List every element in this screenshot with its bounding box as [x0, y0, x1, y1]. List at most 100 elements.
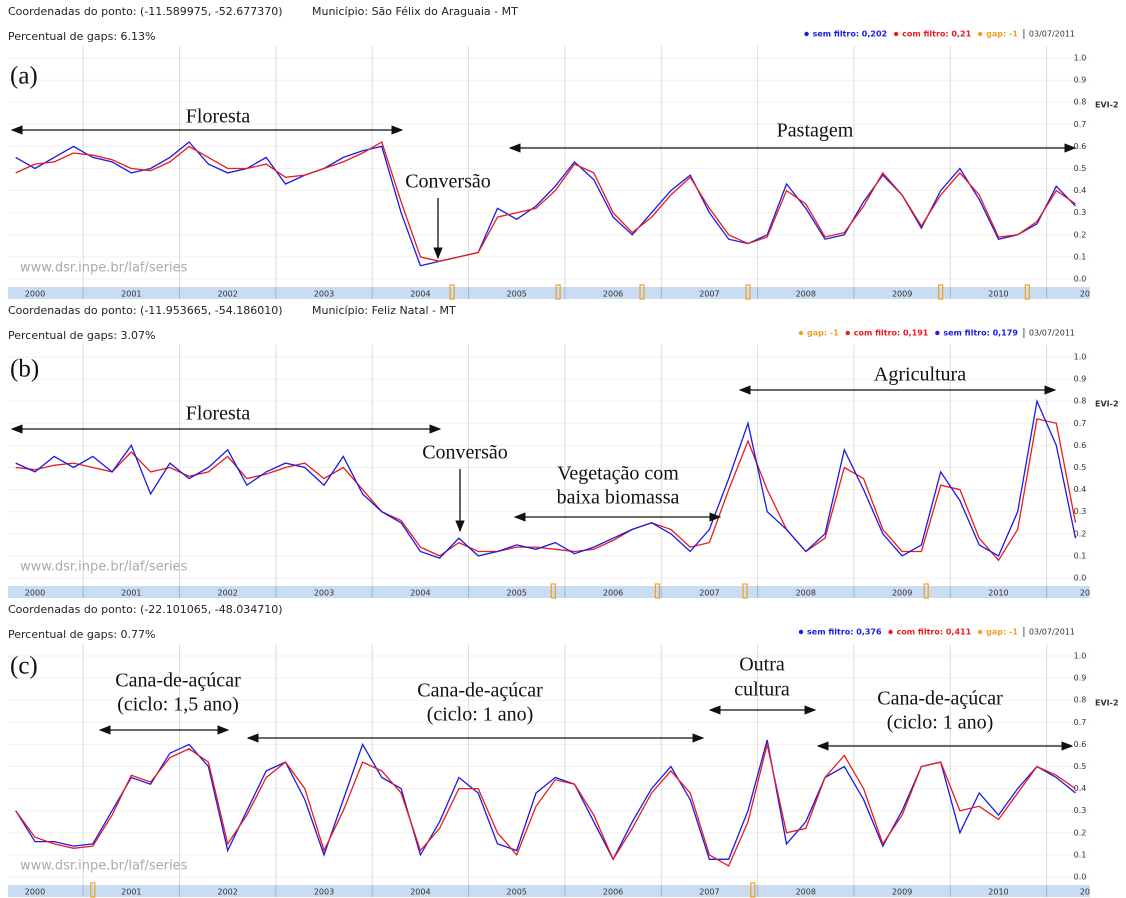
- series-line: [15, 141, 1076, 267]
- legend-dot: [977, 31, 983, 37]
- x-tick-label: 2006: [603, 888, 623, 897]
- y-tick-label: 0.8: [1074, 98, 1087, 107]
- x-tick-label: 2000: [25, 888, 45, 897]
- gap-percent: Percentual de gaps: 3.07%: [8, 329, 156, 342]
- legend-dot: [804, 31, 809, 37]
- y-tick-label: 0.0: [1074, 873, 1087, 882]
- x-tick-label: 2002: [217, 290, 237, 299]
- annotation: (ciclo: 1 ano): [427, 704, 534, 726]
- gap-marker: [555, 284, 561, 300]
- y-tick-label: 0.2: [1074, 828, 1087, 837]
- annotation: Pastagem: [777, 120, 854, 142]
- legend-label: com filtro: 0,21: [902, 30, 971, 39]
- y-tick-label: 0.5: [1074, 762, 1087, 771]
- coordinates: Coordenadas do ponto: (-11.953665, -54.1…: [8, 304, 283, 317]
- series-line: [15, 739, 1076, 861]
- panel-label: (a): [10, 63, 38, 90]
- legend-label: gap: -1: [986, 628, 1018, 637]
- panel-label: (c): [10, 653, 38, 680]
- legend-dot: [977, 629, 983, 635]
- y-tick-label: 0.7: [1074, 419, 1087, 428]
- annotation: Floresta: [186, 403, 251, 425]
- x-tick-label: 2008: [796, 589, 816, 598]
- legend-dot: [798, 629, 804, 635]
- y-tick-label: 0.3: [1074, 507, 1087, 516]
- x-tick-label: 2010: [988, 888, 1008, 897]
- x-tick-label: 2007: [699, 589, 719, 598]
- y-axis-label: EVI-2: [1095, 699, 1119, 708]
- y-axis-label: EVI-2: [1095, 400, 1119, 409]
- y-tick-label: 0.6: [1074, 142, 1087, 151]
- legend-date: 03/07/2011: [1029, 628, 1075, 637]
- annotation: cultura: [734, 679, 790, 701]
- watermark: www.dsr.inpe.br/laf/series: [20, 261, 188, 276]
- legend-dot: [893, 31, 899, 37]
- legend-dot: [888, 629, 893, 635]
- x-tick-label: 2009: [892, 290, 912, 299]
- annotation: Floresta: [186, 106, 251, 128]
- y-tick-label: 0.6: [1074, 441, 1087, 450]
- y-tick-label: 0.5: [1074, 164, 1087, 173]
- annotation: Agricultura: [874, 364, 966, 386]
- x-tick-label: 20: [1080, 888, 1090, 897]
- annotation: baixa biomassa: [557, 487, 680, 509]
- legend-date: 03/07/2011: [1029, 30, 1075, 39]
- gap-marker: [90, 882, 96, 898]
- watermark: www.dsr.inpe.br/laf/series: [20, 859, 188, 874]
- series-line: [15, 398, 1077, 559]
- y-tick-label: 0.2: [1074, 529, 1087, 538]
- x-tick-label: 2009: [892, 888, 912, 897]
- x-tick-label: 2000: [25, 589, 45, 598]
- timeline: [8, 586, 1090, 598]
- legend-label: gap: -1: [807, 329, 839, 338]
- x-tick-label: 2003: [314, 589, 334, 598]
- x-tick-label: 2001: [121, 888, 141, 897]
- annotation: (ciclo: 1,5 ano): [117, 694, 239, 716]
- x-tick-label: 2006: [603, 589, 623, 598]
- gap-marker: [750, 882, 756, 898]
- y-tick-label: 0.5: [1074, 463, 1087, 472]
- y-axis-label: EVI-2: [1095, 101, 1119, 110]
- annotation: Outra: [739, 654, 785, 676]
- gap-marker: [654, 583, 660, 599]
- municipality: Município: Feliz Natal - MT: [312, 304, 456, 317]
- legend-label: sem filtro: 0,202: [813, 30, 888, 39]
- legend-date: 03/07/2011: [1029, 329, 1075, 338]
- y-tick-label: 0.3: [1074, 208, 1087, 217]
- y-tick-label: 0.4: [1074, 186, 1087, 195]
- y-tick-label: 1.0: [1074, 652, 1087, 661]
- x-tick-label: 2000: [25, 290, 45, 299]
- x-tick-label: 2004: [410, 589, 430, 598]
- x-tick-label: 2005: [507, 888, 527, 897]
- x-tick-label: 20: [1080, 589, 1090, 598]
- annotation: Cana-de-açúcar: [115, 670, 241, 692]
- legend-label: gap: -1: [986, 30, 1018, 39]
- y-tick-label: 0.3: [1074, 806, 1087, 815]
- legend-dot: [845, 330, 850, 336]
- y-tick-label: 0.4: [1074, 485, 1087, 494]
- x-tick-label: 2002: [217, 888, 237, 897]
- y-tick-label: 1.0: [1074, 54, 1087, 63]
- gap-marker: [742, 583, 748, 599]
- annotation: Conversão: [422, 442, 508, 464]
- x-tick-label: 2001: [121, 290, 141, 299]
- x-tick-label: 2007: [699, 290, 719, 299]
- legend-dot: [935, 330, 940, 336]
- gap-percent: Percentual de gaps: 0.77%: [8, 628, 156, 641]
- timeline: [8, 885, 1090, 897]
- panel: Coordenadas do ponto: (-11.589975, -52.6…: [8, 5, 1119, 300]
- x-tick-label: 2009: [892, 589, 912, 598]
- x-tick-label: 2004: [410, 290, 430, 299]
- x-tick-label: 2007: [699, 888, 719, 897]
- x-tick-label: 2010: [988, 290, 1008, 299]
- y-tick-label: 0.0: [1074, 574, 1087, 583]
- watermark: www.dsr.inpe.br/laf/series: [20, 560, 188, 575]
- y-tick-label: 0.1: [1074, 850, 1087, 859]
- x-tick-label: 2001: [121, 589, 141, 598]
- annotation: Cana-de-açúcar: [877, 688, 1003, 710]
- gap-marker: [550, 583, 556, 599]
- legend-label: com filtro: 0,191: [854, 329, 929, 338]
- y-tick-label: 0.1: [1074, 551, 1087, 560]
